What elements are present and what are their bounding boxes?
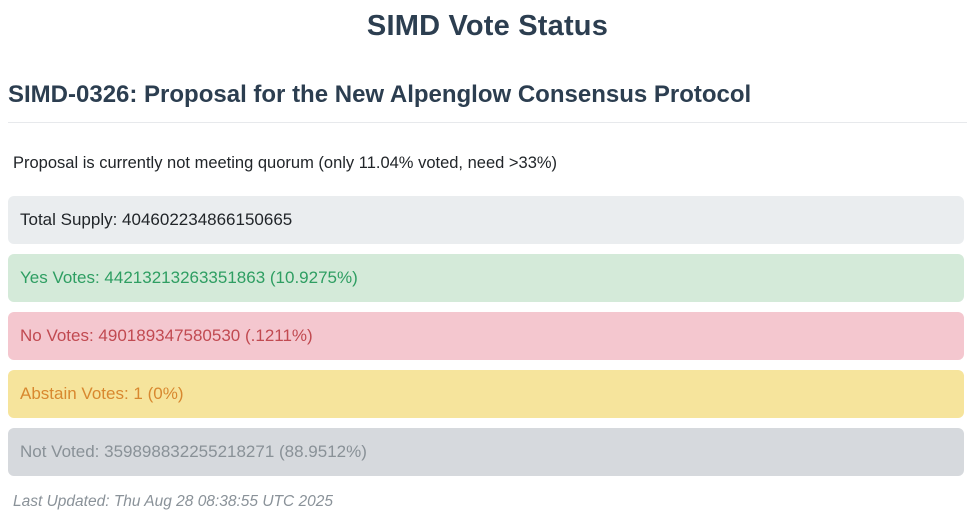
last-updated: Last Updated: Thu Aug 28 08:38:55 UTC 20… [13, 493, 333, 510]
vote-bar-label: Abstain Votes: 1 (0%) [20, 384, 184, 403]
vote-bar-yes-votes: Yes Votes: 44213213263351863 (10.9275%) [8, 254, 964, 302]
vote-bar-no-votes: No Votes: 490189347580530 (.1211%) [8, 312, 964, 360]
vote-bar-label: Total Supply: 404602234866150665 [20, 210, 293, 229]
vote-bar-total-supply: Total Supply: 404602234866150665 [8, 196, 964, 244]
proposal-heading: SIMD-0326: Proposal for the New Alpenglo… [8, 81, 967, 123]
page-title: SIMD Vote Status [366, 10, 609, 42]
vote-bars: Total Supply: 404602234866150665 Yes Vote… [8, 196, 964, 476]
vote-bar-label: Yes Votes: 44213213263351863 (10.9275%) [20, 268, 358, 287]
quorum-status: Proposal is currently not meeting quorum… [13, 154, 558, 172]
vote-bar-label: No Votes: 490189347580530 (.1211%) [20, 326, 313, 345]
vote-bar-not-voted: Not Voted: 359898832255218271 (88.9512%) [8, 428, 964, 476]
vote-bar-label: Not Voted: 359898832255218271 (88.9512%) [20, 442, 367, 461]
vote-bar-abstain-votes: Abstain Votes: 1 (0%) [8, 370, 964, 418]
